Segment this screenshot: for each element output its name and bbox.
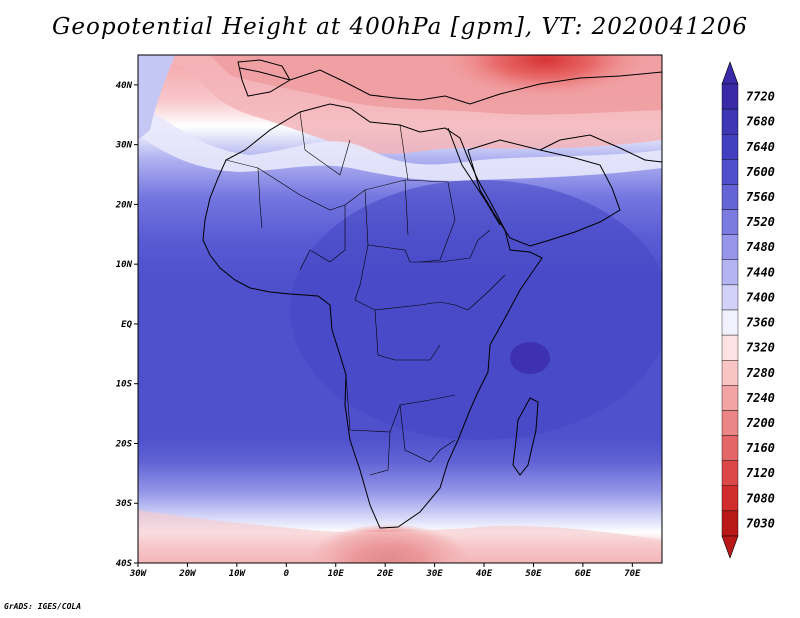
colorbar-swatch [721, 334, 739, 361]
border [399, 124, 409, 181]
lat-tick-label: 30N [115, 141, 133, 151]
colorbar-swatch [721, 284, 739, 311]
colorbar-bottom-arrow [721, 535, 739, 559]
colorbar-level-label: 7280 [746, 366, 775, 380]
border [369, 431, 391, 476]
colorbar-level-label: 7160 [746, 441, 775, 455]
colorbar-swatch [721, 83, 739, 110]
border [367, 244, 471, 263]
colorbar-swatch [721, 460, 739, 486]
colorbar-level-label: 7440 [746, 265, 775, 279]
colorbar-level-label: 7120 [746, 466, 775, 480]
longitude-axis: 30W 20W 10W 0 10E 20E 30E 40E 50E 60E 70E [129, 563, 641, 579]
colorbar-level-label: 7400 [746, 290, 775, 304]
colorbar-swatch [721, 184, 739, 210]
latitude-axis: 40S 30S 20S 10S EQ 10N 20N 30N 40N [115, 81, 138, 569]
lon-tick-label: 70E [624, 569, 641, 579]
colorbar-level-label: 7520 [746, 215, 775, 229]
colorbar-level-label: 7360 [746, 316, 775, 330]
colorbar-swatch [721, 485, 739, 512]
country-borders [225, 111, 506, 476]
lon-tick-label: 20W [178, 569, 197, 579]
colorbar-swatch [721, 410, 739, 436]
border [399, 404, 456, 463]
border [345, 374, 456, 433]
border [404, 179, 456, 263]
colorbar-swatch [721, 108, 739, 135]
madagascar [512, 397, 539, 476]
colorbar-level-label: 7560 [746, 190, 775, 204]
colorbar-level-label: 7320 [746, 341, 775, 355]
lat-tick-label: 10N [116, 260, 133, 270]
colorbar-top-arrow [721, 61, 739, 85]
plot-frame [137, 54, 663, 564]
western-light-band [138, 55, 175, 140]
colorbar-swatch [721, 309, 739, 336]
transition-band [138, 105, 662, 181]
colorbar-swatch [721, 435, 739, 461]
colorbar-swatch [721, 159, 739, 185]
lon-tick-label: 0 [284, 569, 290, 579]
colorbar-swatch [721, 134, 739, 160]
lat-tick-label: 20S [115, 439, 133, 449]
mediterranean-north-coast [239, 67, 662, 105]
lat-tick-label: 40S [116, 559, 133, 569]
lon-tick-label: 60E [575, 569, 592, 579]
lon-tick-label: 10E [328, 569, 345, 579]
border [299, 111, 351, 176]
colorbar-swatch [721, 234, 739, 260]
lon-tick-label: 40E [476, 569, 493, 579]
grads-credit: GrADS: IGES/COLA [4, 602, 82, 611]
lon-tick-label: 30W [129, 569, 148, 579]
tropical-plateau [290, 180, 662, 440]
border [354, 189, 369, 301]
colorbar-swatch [721, 259, 739, 286]
lat-tick-label: 30S [115, 499, 133, 509]
lon-tick-label: 20E [376, 569, 394, 579]
colorbar-swatch [721, 360, 739, 386]
border [354, 299, 456, 311]
colorbar-level-label: 7680 [746, 115, 775, 129]
southern-warm-band [138, 510, 662, 563]
lon-tick-label: 30E [425, 569, 443, 579]
colorbar-level-label: 7600 [746, 165, 775, 179]
colorbar-swatch [721, 510, 739, 537]
height-field [138, 55, 662, 563]
red-sea [447, 127, 501, 226]
colorbar-level-label: 7080 [746, 491, 775, 505]
colorbar-swatch [721, 209, 739, 235]
colorbar-level-label: 7640 [746, 140, 775, 154]
coastlines [202, 59, 662, 529]
lat-tick-label: 20N [115, 200, 133, 210]
colorbar-level-label: 7200 [746, 416, 775, 430]
tropical-maximum [510, 342, 550, 374]
lat-tick-label: 10S [116, 380, 133, 390]
map-title: Geopotential Height at 400hPa [gpm], VT:… [52, 14, 748, 40]
border [299, 205, 346, 271]
lat-tick-label: 40N [116, 81, 133, 91]
lon-tick-label: 10W [229, 569, 247, 579]
colorbar-level-label: 7720 [746, 90, 775, 104]
border [374, 309, 441, 361]
border [469, 229, 491, 259]
lat-tick-label: EQ [121, 320, 132, 330]
colorbar: 7720 7680 7640 7600 7560 7520 7480 7440 7400 7360… [721, 61, 775, 559]
northern-low [435, 55, 655, 100]
arabian-peninsula [467, 139, 621, 247]
colorbar-level-label: 7240 [746, 391, 775, 405]
border [225, 159, 263, 229]
africa-coastline [202, 103, 543, 529]
colorbar-swatch [721, 385, 739, 411]
persian-coast [539, 134, 662, 163]
lon-tick-label: 50E [525, 569, 542, 579]
border [454, 274, 506, 311]
colorbar-level-label: 7030 [746, 516, 775, 530]
iberia [237, 59, 291, 97]
colorbar-level-label: 7480 [746, 240, 775, 254]
